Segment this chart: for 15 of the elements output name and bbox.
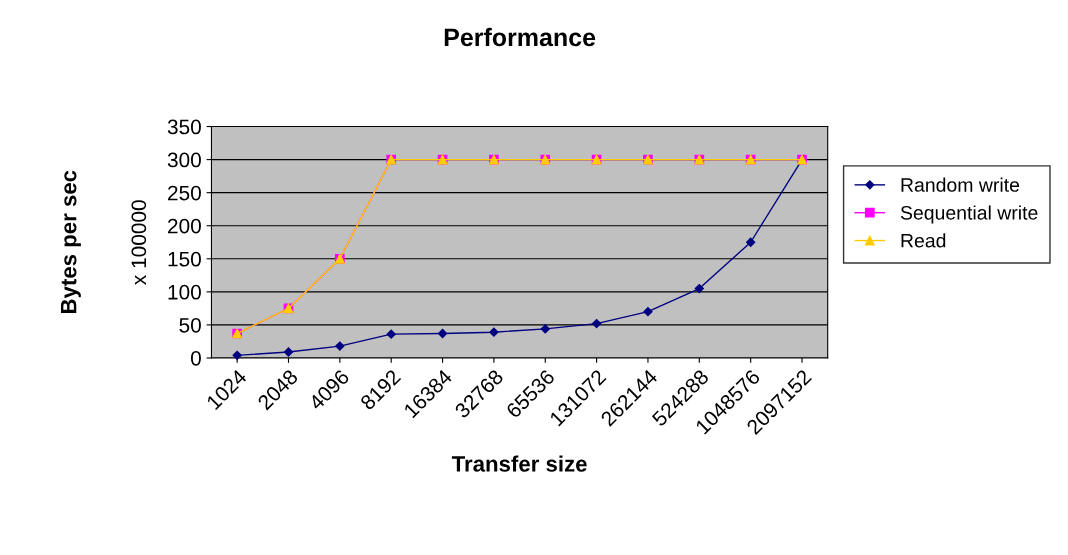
y-tick-label: 0	[190, 350, 201, 366]
x-axis-title: Transfer size	[451, 455, 587, 472]
y-axis-title: Bytes per sec	[60, 170, 81, 314]
legend-label: Random write	[901, 177, 1020, 192]
y-tick-label: 50	[179, 317, 201, 333]
y-tick-label: 300	[167, 152, 201, 168]
legend-label: Sequential write	[900, 205, 1038, 224]
chart-title: Performance	[444, 27, 596, 47]
legend-label: Read	[901, 233, 946, 248]
y-tick-label: 150	[168, 251, 201, 267]
text: x 100000	[131, 200, 147, 285]
y-tick-label: 200	[168, 218, 201, 234]
y-tick-label: 250	[168, 185, 201, 201]
y-tick-label: 350	[167, 119, 201, 135]
y-tick-label: 100	[168, 284, 201, 300]
